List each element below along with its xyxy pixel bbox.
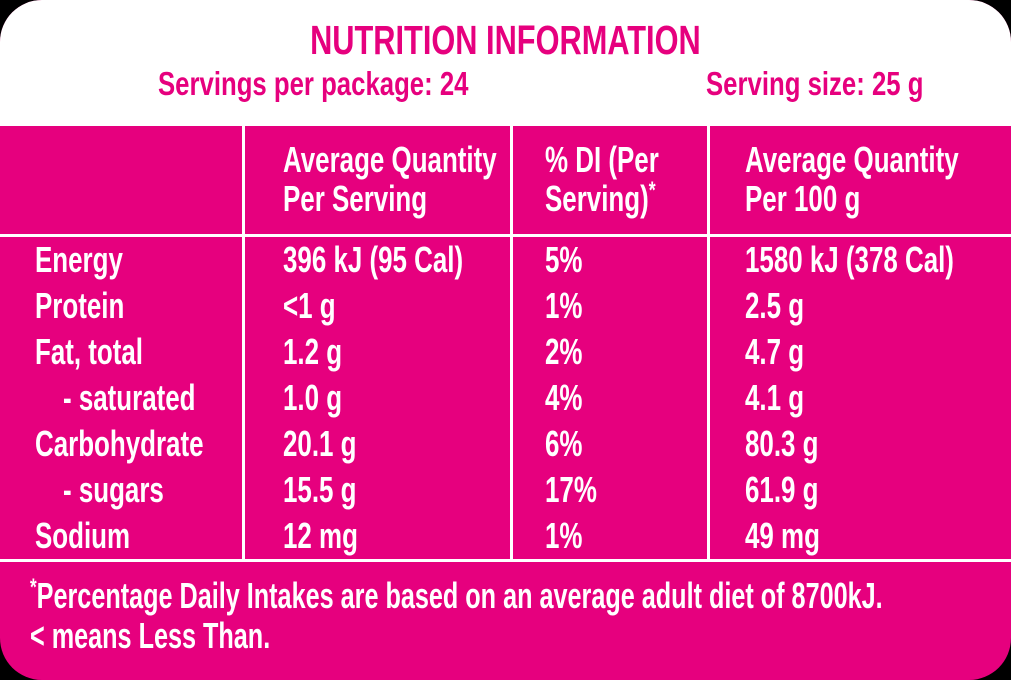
nutrient-name: Energy [35, 239, 123, 280]
footnote-di-text: Percentage Daily Intakes are based on an… [36, 575, 883, 616]
per-100g-value: 4.1 g [745, 377, 805, 418]
nutrient-name: - sugars [63, 469, 164, 510]
nutrient-name: - saturated [63, 377, 196, 418]
per-serving-value: <1 g [283, 285, 336, 326]
nutrient-name-cell: Protein [0, 283, 245, 329]
footnote-asterisk: * [30, 574, 37, 601]
di-value: 4% [545, 377, 583, 418]
per-serving-cell: 1.0 g [245, 375, 513, 421]
di-value: 2% [545, 331, 583, 372]
nutrient-name-cell: - sugars [0, 467, 245, 513]
header-cell-per-100g: Average Quantity Per 100 g [710, 126, 1011, 234]
header-di-line2-text: Serving) [545, 178, 649, 219]
di-cell: 2% [513, 329, 710, 375]
nutrient-name: Sodium [35, 515, 131, 556]
per-serving-value: 12 mg [283, 515, 358, 556]
per-100g-cell: 80.3 g [710, 421, 1011, 467]
di-cell: 5% [513, 237, 710, 283]
label-title: NUTRITION INFORMATION [0, 17, 1011, 63]
servings-per-package: Servings per package: 24 [158, 65, 469, 102]
per-100g-value: 2.5 g [745, 285, 805, 326]
nutrient-name-cell: Fat, total [0, 329, 245, 375]
header-cell-di: % DI (Per Serving)* [513, 126, 710, 234]
per-100g-cell: 61.9 g [710, 467, 1011, 513]
per-serving-cell: 20.1 g [245, 421, 513, 467]
per-100g-cell: 49 mg [710, 513, 1011, 559]
per-serving-cell: 12 mg [245, 513, 513, 559]
di-cell: 6% [513, 421, 710, 467]
nutrient-name: Protein [35, 285, 125, 326]
di-value: 1% [545, 515, 583, 556]
per-serving-cell: 396 kJ (95 Cal) [245, 237, 513, 283]
header-cell-per-serving: Average Quantity Per Serving [245, 126, 513, 234]
per-100g-value: 80.3 g [745, 423, 819, 464]
per-100g-cell: 4.7 g [710, 329, 1011, 375]
label-title-text: NUTRITION INFORMATION [310, 17, 701, 63]
nutrient-name-cell: Carbohydrate [0, 421, 245, 467]
di-value: 6% [545, 423, 583, 464]
header-di-line2: Serving)* [545, 177, 662, 219]
header-per-100g-line1: Average Quantity [745, 139, 959, 180]
per-serving-cell: 1.2 g [245, 329, 513, 375]
table-header-row: Average Quantity Per Serving % DI (Per S… [0, 126, 1011, 237]
di-cell: 1% [513, 283, 710, 329]
per-100g-value: 4.7 g [745, 331, 805, 372]
nutrient-name-cell: - saturated [0, 375, 245, 421]
footnote-less-than-text: < means Less Than. [30, 615, 271, 656]
header-per-serving-line1: Average Quantity [283, 139, 497, 180]
nutrient-name-cell: Energy [0, 237, 245, 283]
di-value: 17% [545, 469, 597, 510]
header-per-serving-line2: Per Serving [283, 178, 428, 219]
per-100g-value: 1580 kJ (378 Cal) [745, 239, 954, 280]
header-di-line1: % DI (Per [545, 139, 659, 180]
per-100g-cell: 2.5 g [710, 283, 1011, 329]
di-value: 1% [545, 285, 583, 326]
nutrient-name-cell: Sodium [0, 513, 245, 559]
label-header: NUTRITION INFORMATION Servings per packa… [0, 0, 1011, 126]
nutrient-name: Carbohydrate [35, 423, 204, 464]
di-cell: 17% [513, 467, 710, 513]
header-cell-nutrient [0, 126, 245, 234]
per-serving-value: 1.0 g [283, 377, 343, 418]
footnote-line-1: *Percentage Daily Intakes are based on a… [30, 574, 1011, 616]
per-100g-cell: 4.1 g [710, 375, 1011, 421]
di-value: 5% [545, 239, 583, 280]
nutrient-name: Fat, total [35, 331, 143, 372]
per-serving-cell: <1 g [245, 283, 513, 329]
footnote-line-1-text: *Percentage Daily Intakes are based on a… [30, 574, 883, 616]
table-body: Energy 396 kJ (95 Cal) 5% 1580 kJ (378 C… [0, 237, 1011, 562]
per-serving-value: 15.5 g [283, 469, 357, 510]
di-cell: 1% [513, 513, 710, 559]
header-per-100g-line2: Per 100 g [745, 178, 861, 219]
footnote-line-2: < means Less Than. [30, 616, 1011, 656]
footnote: *Percentage Daily Intakes are based on a… [0, 562, 1011, 680]
per-serving-value: 20.1 g [283, 423, 357, 464]
per-100g-value: 61.9 g [745, 469, 819, 510]
serving-size: Serving size: 25 g [706, 65, 924, 102]
di-footnote-asterisk: * [648, 177, 656, 204]
per-serving-cell: 15.5 g [245, 467, 513, 513]
per-100g-cell: 1580 kJ (378 Cal) [710, 237, 1011, 283]
per-serving-value: 1.2 g [283, 331, 343, 372]
per-100g-value: 49 mg [745, 515, 820, 556]
di-cell: 4% [513, 375, 710, 421]
per-serving-value: 396 kJ (95 Cal) [283, 239, 464, 280]
servings-row: Servings per package: 24 Serving size: 2… [0, 66, 1011, 102]
